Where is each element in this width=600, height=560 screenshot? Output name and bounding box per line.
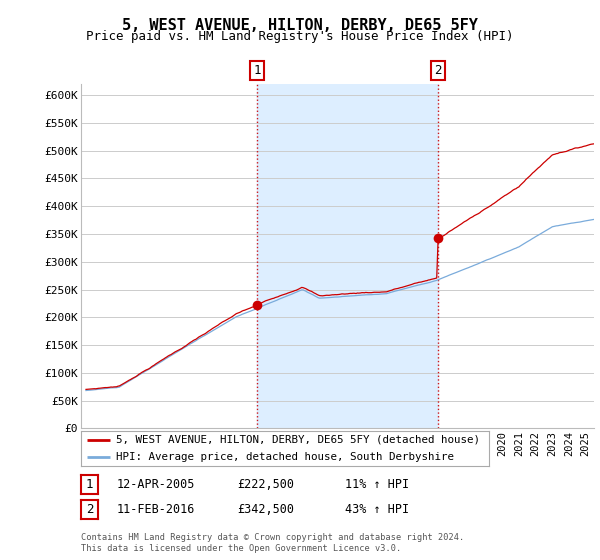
Text: 11-FEB-2016: 11-FEB-2016 [117, 503, 196, 516]
Text: £222,500: £222,500 [237, 478, 294, 491]
Text: 5, WEST AVENUE, HILTON, DERBY, DE65 5FY: 5, WEST AVENUE, HILTON, DERBY, DE65 5FY [122, 18, 478, 33]
Text: 1: 1 [86, 478, 93, 491]
Text: 43% ↑ HPI: 43% ↑ HPI [345, 503, 409, 516]
Text: £342,500: £342,500 [237, 503, 294, 516]
Text: 5, WEST AVENUE, HILTON, DERBY, DE65 5FY (detached house): 5, WEST AVENUE, HILTON, DERBY, DE65 5FY … [116, 435, 479, 445]
Text: Price paid vs. HM Land Registry's House Price Index (HPI): Price paid vs. HM Land Registry's House … [86, 30, 514, 43]
Text: 1: 1 [253, 64, 261, 77]
Text: 2: 2 [86, 503, 93, 516]
Text: HPI: Average price, detached house, South Derbyshire: HPI: Average price, detached house, Sout… [116, 452, 454, 462]
Text: Contains HM Land Registry data © Crown copyright and database right 2024.
This d: Contains HM Land Registry data © Crown c… [81, 533, 464, 553]
Bar [257, 84, 438, 428]
Text: 2: 2 [434, 64, 442, 77]
Text: 11% ↑ HPI: 11% ↑ HPI [345, 478, 409, 491]
Text: 12-APR-2005: 12-APR-2005 [117, 478, 196, 491]
